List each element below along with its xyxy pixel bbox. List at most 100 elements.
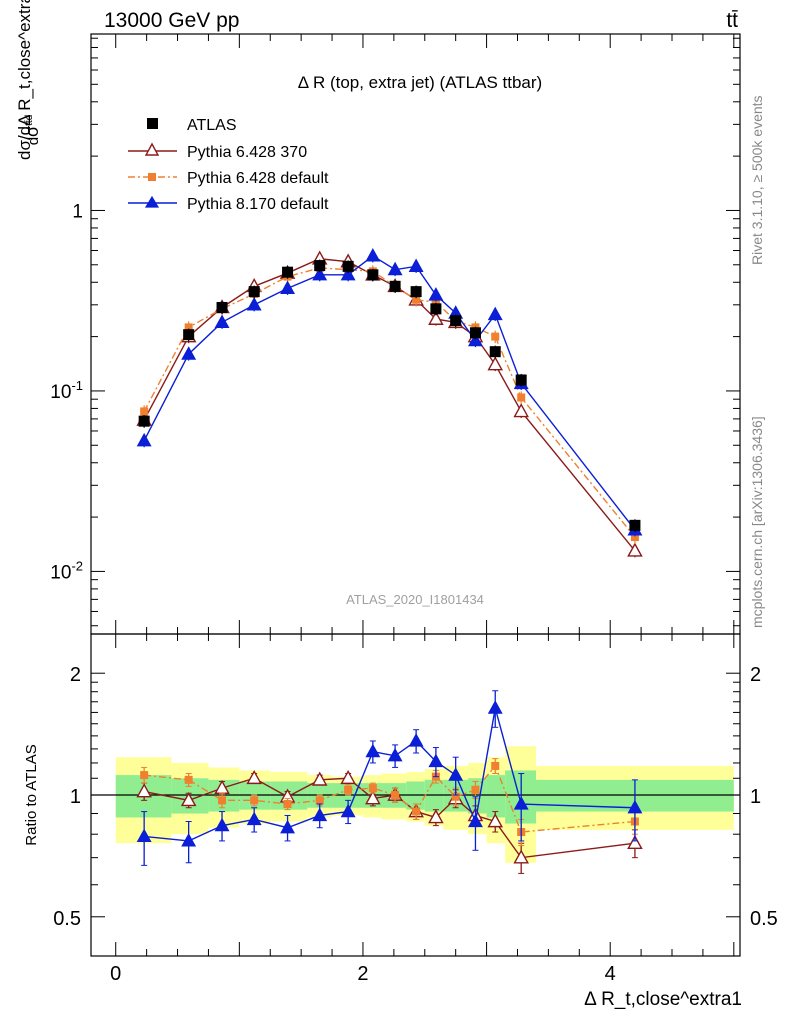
- main-point: [181, 346, 197, 360]
- rivet-label-text: Rivet 3.1.10, ≥ 500k events: [749, 95, 765, 265]
- main-point: [487, 306, 503, 321]
- main-point: [214, 314, 230, 328]
- main-y-tick-label: 1: [72, 201, 83, 222]
- ratio-point: [627, 799, 643, 814]
- main-point: [491, 332, 500, 341]
- ratio-y-axis-label-text: Ratio to ATLAS: [23, 744, 40, 845]
- legend-label-py6-370: Pythia 6.428 370: [187, 144, 307, 161]
- chart-title: Δ R (top, extra jet) (ATLAS ttbar): [298, 73, 542, 92]
- ratio-point: [184, 775, 193, 784]
- main-point: [431, 298, 440, 307]
- ratio-point: [491, 761, 500, 770]
- mcplots-label: mcplots.cern.ch [arXiv:1306.3436]: [749, 416, 765, 628]
- main-panel-ticks: 1 10-1 10-2: [50, 34, 740, 956]
- ratio-point: [246, 811, 262, 826]
- main-point: [282, 266, 294, 278]
- x-tick-label: 2: [357, 963, 368, 985]
- main-point: [183, 329, 195, 341]
- ratio-point: [451, 792, 460, 801]
- ratio-panel-series: [136, 690, 643, 874]
- ratio-point: [365, 790, 381, 805]
- main-point: [184, 323, 193, 332]
- legend-label-py8-default: Pythia 8.170 default: [187, 196, 329, 213]
- main-point: [428, 287, 444, 301]
- main-point: [629, 519, 641, 531]
- main-y-axis-label-full: dσ/dΔ R_t,close^extra1 · 1/σ: [15, 0, 34, 160]
- main-point: [367, 269, 379, 281]
- main-series-line: [143, 258, 636, 552]
- ratio-point: [627, 834, 643, 850]
- ratio-point: [280, 819, 296, 834]
- main-panel-series: [136, 248, 643, 558]
- legend: ATLAS Pythia 6.428 370 Pythia 6.428 defa…: [128, 117, 329, 213]
- ratio-point: [487, 700, 503, 714]
- main-point: [410, 286, 422, 298]
- ratio-point: [487, 813, 504, 828]
- main-point: [216, 301, 228, 313]
- mcplots-label-text: mcplots.cern.ch [arXiv:1306.3436]: [749, 416, 765, 628]
- ratio-band-inner: [424, 779, 444, 812]
- ratio-point: [368, 784, 377, 793]
- ratio-point: [136, 783, 152, 798]
- main-point: [450, 315, 462, 327]
- main-point: [412, 295, 421, 304]
- legend-marker-atlas: [147, 118, 158, 129]
- main-series-0: [138, 259, 641, 532]
- ratio-point: [428, 753, 444, 768]
- main-point: [314, 260, 326, 272]
- main-point: [138, 415, 150, 427]
- main-y-axis-label-text: dσ/dΔ R_t,close^extra1 · 1/σ: [15, 0, 34, 160]
- ratio-series-line: [144, 707, 635, 842]
- ratio-point: [218, 796, 227, 805]
- main-point: [140, 407, 149, 416]
- ratio-point: [250, 796, 259, 805]
- main-point: [136, 432, 152, 447]
- ratio-point: [428, 809, 444, 824]
- ratio-point: [283, 800, 292, 809]
- ratio-point: [140, 771, 149, 780]
- legend-label-atlas: ATLAS: [187, 117, 237, 134]
- main-y-tick-label: 10-2: [50, 558, 83, 583]
- main-point: [387, 261, 403, 276]
- main-point: [627, 542, 643, 557]
- legend-marker-py6-default: [148, 173, 156, 181]
- energy-label: 13000 GeV pp: [104, 9, 239, 32]
- ratio-point: [408, 733, 424, 747]
- ratio-band-inner: [486, 775, 506, 818]
- x-axis-label: Δ R_t,close^extra1: [584, 989, 742, 1010]
- ratio-point: [471, 785, 480, 794]
- main-point: [365, 248, 381, 262]
- main-point: [430, 303, 442, 315]
- ratio-y-tick-label-right: 0.5: [750, 908, 778, 930]
- main-series-line: [143, 255, 636, 531]
- main-point: [246, 296, 262, 311]
- ratio-y-tick-label-right: 1: [750, 786, 761, 808]
- ratio-point: [412, 807, 421, 816]
- main-series-3: [136, 248, 643, 537]
- ratio-point: [340, 769, 356, 785]
- main-y-axis-label: dσtt̄d: [22, 115, 42, 146]
- main-point: [342, 260, 354, 272]
- ratio-y-tick-label: 2: [70, 664, 81, 686]
- ratio-point: [468, 813, 483, 828]
- x-tick-label: 0: [110, 963, 121, 985]
- main-point: [517, 393, 526, 402]
- main-y-tick-label: 10-1: [50, 378, 83, 403]
- legend-marker-py6-370: [144, 142, 160, 156]
- main-series-1: [136, 250, 643, 558]
- ratio-point: [136, 828, 152, 843]
- ratio-point: [311, 771, 328, 786]
- main-point: [340, 266, 356, 281]
- main-point: [515, 374, 527, 386]
- svg-text:dσtt̄d: dσtt̄d: [22, 115, 42, 146]
- ratio-y-tick-label: 1: [70, 786, 81, 808]
- ratio-point: [513, 796, 529, 810]
- ratio-point: [391, 791, 400, 799]
- ratio-point: [340, 803, 356, 818]
- ratio-point: [214, 817, 230, 832]
- ratio-point: [180, 792, 197, 807]
- main-point: [312, 266, 328, 281]
- ratio-y-tick-label-right: 2: [750, 664, 761, 686]
